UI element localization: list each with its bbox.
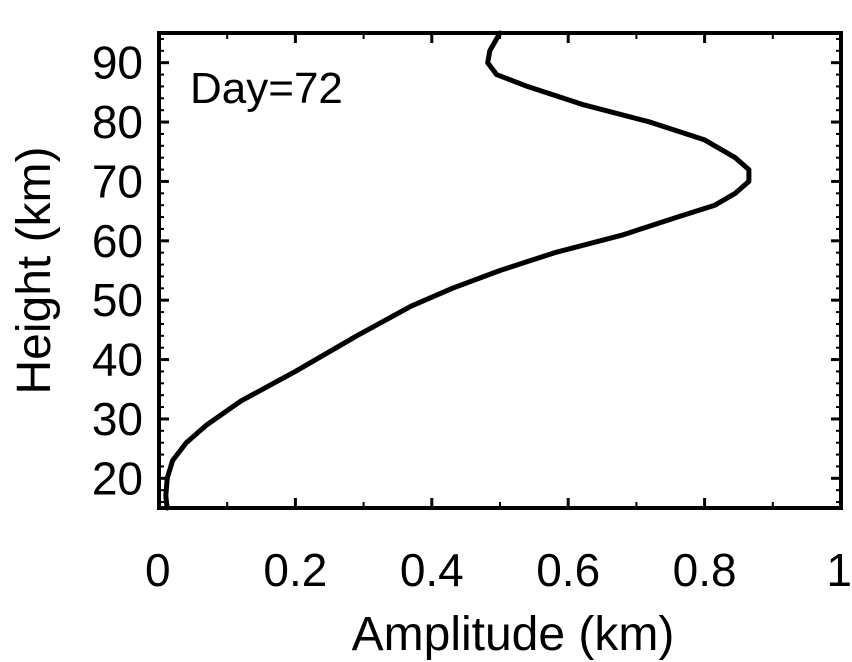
y-tick-labels: 20 30 40 50 60 70 80 90 (92, 37, 143, 505)
y-tick-label: 60 (92, 215, 143, 267)
y-axis-title: Height (km) (8, 146, 61, 394)
plot-frame (157, 31, 843, 510)
x-tick-labels: 0 0.2 0.4 0.6 0.8 1 (145, 544, 852, 596)
x-tick-label: 1 (826, 544, 852, 596)
x-tick-label: 0 (145, 544, 171, 596)
y-tick-label: 30 (92, 393, 143, 445)
y-tick-label: 20 (92, 452, 143, 504)
y-tick-label: 70 (92, 155, 143, 207)
y-tick-label: 90 (92, 37, 143, 89)
day-annotation: Day=72 (190, 64, 343, 113)
amplitude-profile-line (163, 30, 752, 511)
y-tick-label: 40 (92, 334, 143, 386)
x-axis-title: Amplitude (km) (352, 608, 675, 661)
y-tick-label: 50 (92, 274, 143, 326)
x-tick-label: 0.8 (673, 544, 737, 596)
x-tick-label: 0.4 (400, 544, 464, 596)
x-tick-label: 0.6 (536, 544, 600, 596)
y-tick-label: 80 (92, 96, 143, 148)
x-tick-label: 0.2 (263, 544, 327, 596)
